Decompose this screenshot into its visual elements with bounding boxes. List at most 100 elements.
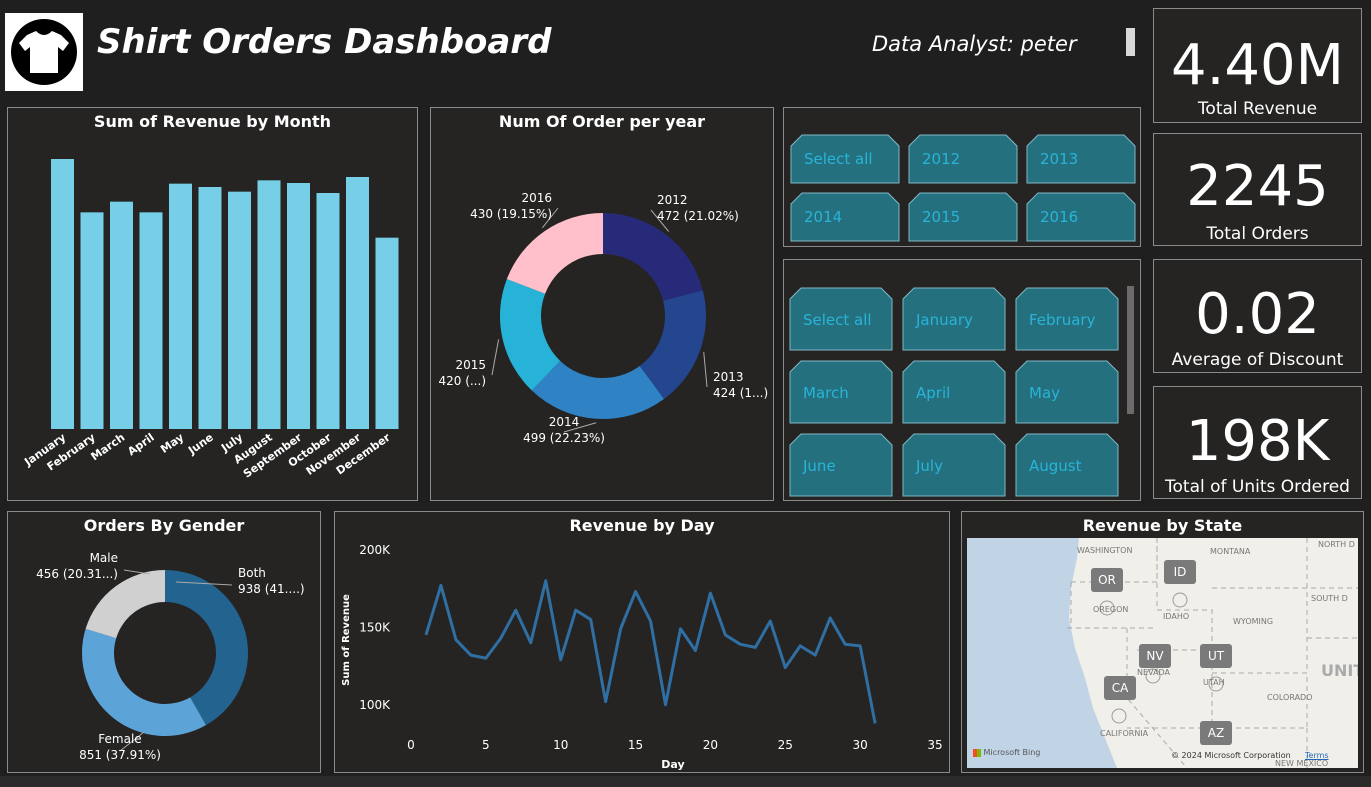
x-tick-label: June: [185, 431, 216, 458]
button-label: May: [1029, 384, 1061, 402]
x-tick-label: 20: [703, 738, 718, 752]
chart-title: Orders By Gender: [83, 516, 245, 535]
slice-name-label: 2013: [713, 370, 744, 384]
kpi-label: Total Revenue: [1197, 99, 1318, 119]
header-scrollbar[interactable]: [1126, 28, 1135, 56]
chart-title: Revenue by State: [1082, 516, 1243, 535]
slice-value-label: 430 (19.15%): [470, 207, 552, 221]
leader-line: [703, 351, 708, 388]
state-marker-or[interactable]: OR: [1091, 568, 1123, 592]
button-label: 2016: [1040, 208, 1079, 226]
state-marker-id[interactable]: ID: [1164, 560, 1196, 584]
bar: [110, 201, 133, 429]
year-button-2012[interactable]: 2012: [908, 134, 1018, 184]
revenue-by-day-panel: Revenue by Day 0 5 10 15 20 25 30 35 100K 150K 200…: [334, 511, 950, 773]
leader-line: [119, 731, 145, 752]
year-slicer: Select all 2012 2013 2014 2015 2016: [783, 107, 1141, 247]
logo: [5, 13, 83, 91]
button-label: 2015: [922, 208, 961, 226]
bar: [228, 191, 251, 429]
button-label: 2014: [804, 208, 843, 226]
state-marker-az[interactable]: AZ: [1200, 721, 1232, 745]
month-button-july[interactable]: July: [902, 433, 1006, 497]
month-button-march[interactable]: March: [789, 360, 893, 424]
slice-value-label: 938 (41....): [238, 582, 305, 596]
map-label: OREGON: [1093, 605, 1129, 614]
kpi-total-revenue: 4.40M Total Revenue: [1153, 8, 1362, 123]
button-label: July: [916, 457, 943, 475]
kpi-value: 198K: [1185, 409, 1330, 474]
month-button-august[interactable]: August: [1015, 433, 1119, 497]
x-tick-label: 10: [553, 738, 568, 752]
month-button-may[interactable]: May: [1015, 360, 1119, 424]
x-tick-label: March: [89, 431, 128, 464]
map-label: WASHINGTON: [1077, 546, 1133, 555]
x-tick-label: 15: [628, 738, 643, 752]
map-label: UNITE: [1321, 661, 1358, 680]
series-line: [424, 579, 877, 724]
revenue-by-month-panel: Sum of Revenue by Month January February M…: [7, 107, 418, 501]
analyst-label: Data Analyst: peter: [872, 32, 1077, 56]
state-marker-nv[interactable]: NV: [1139, 644, 1171, 668]
month-button-select-all[interactable]: Select all: [789, 287, 893, 351]
y-tick-label: 150K: [359, 620, 391, 634]
map-canvas[interactable]: [967, 538, 1358, 768]
month-button-april[interactable]: April: [902, 360, 1006, 424]
kpi-value: 2245: [1186, 154, 1329, 219]
revenue-by-day-chart: 0 5 10 15 20 25 30 35 100K 150K 200K Day Sum of Reve…: [341, 543, 943, 771]
bar: [139, 212, 163, 429]
year-button-2015[interactable]: 2015: [908, 192, 1018, 242]
button-label: 2012: [922, 150, 961, 168]
map-terms-link[interactable]: Terms: [1305, 751, 1329, 760]
state-marker-ut[interactable]: UT: [1200, 644, 1232, 668]
revenue-by-state-map[interactable]: WASHINGTON MONTANA NORTH D OREGON IDAHO …: [967, 538, 1358, 768]
slice-name-label: 2012: [657, 193, 688, 207]
year-button-2014[interactable]: 2014: [790, 192, 900, 242]
button-label: April: [916, 384, 951, 402]
month-slicer-scrollbar[interactable]: [1127, 286, 1134, 414]
microsoft-icon: [973, 748, 981, 757]
y-tick-label: 200K: [359, 543, 391, 557]
year-button-select-all[interactable]: Select all: [790, 134, 900, 184]
month-button-january[interactable]: January: [902, 287, 1006, 351]
x-axis-label: Day: [661, 758, 684, 771]
month-button-june[interactable]: June: [789, 433, 893, 497]
bar: [316, 193, 340, 429]
button-label: Select all: [804, 150, 873, 168]
bar: [51, 159, 74, 429]
bar: [257, 180, 281, 429]
kpi-value: 0.02: [1195, 282, 1320, 347]
month-button-february[interactable]: February: [1015, 287, 1119, 351]
x-tick-label: 25: [778, 738, 793, 752]
slice-value-label: 851 (37.91%): [79, 748, 161, 762]
kpi-total-orders: 2245 Total Orders: [1153, 133, 1362, 246]
donut-slice: [500, 279, 561, 391]
orders-by-gender-chart: Both 938 (41....) Female 851 (37.91%) Male 45…: [36, 551, 305, 762]
kpi-label: Average of Discount: [1171, 350, 1344, 370]
orders-by-gender-panel: Orders By Gender Both 938 (41....) Female 8…: [7, 511, 321, 773]
chart-title: Revenue by Day: [569, 516, 715, 535]
slice-value-label: 424 (1...): [713, 386, 768, 400]
slice-name-label: Both: [238, 566, 266, 580]
button-label: 2013: [1040, 150, 1079, 168]
map-label: IDAHO: [1163, 612, 1190, 621]
slice-value-label: 420 (...): [438, 374, 486, 388]
orders-per-year-chart: 2012 472 (21.02%) 2013 424 (1...) 2014 499 (2…: [438, 191, 768, 445]
y-axis-label: Sum of Revenue: [341, 594, 352, 686]
button-label: June: [803, 457, 836, 475]
donut-slice: [82, 628, 206, 736]
button-label: August: [1029, 457, 1082, 475]
state-marker-ca[interactable]: CA: [1104, 676, 1136, 700]
map-label: WYOMING: [1233, 617, 1274, 626]
donut-slice: [506, 213, 603, 294]
chart-title: Num Of Order per year: [498, 112, 706, 131]
kpi-value: 4.40M: [1170, 33, 1344, 98]
year-button-2013[interactable]: 2013: [1026, 134, 1136, 184]
button-label: January: [916, 311, 973, 329]
map-label: MONTANA: [1210, 547, 1251, 556]
map-label: COLORADO: [1267, 693, 1313, 702]
bing-logo: Microsoft Bing: [973, 748, 1040, 757]
x-tick-label: 35: [927, 738, 942, 752]
year-button-2016[interactable]: 2016: [1026, 192, 1136, 242]
y-tick-label: 100K: [359, 698, 391, 712]
